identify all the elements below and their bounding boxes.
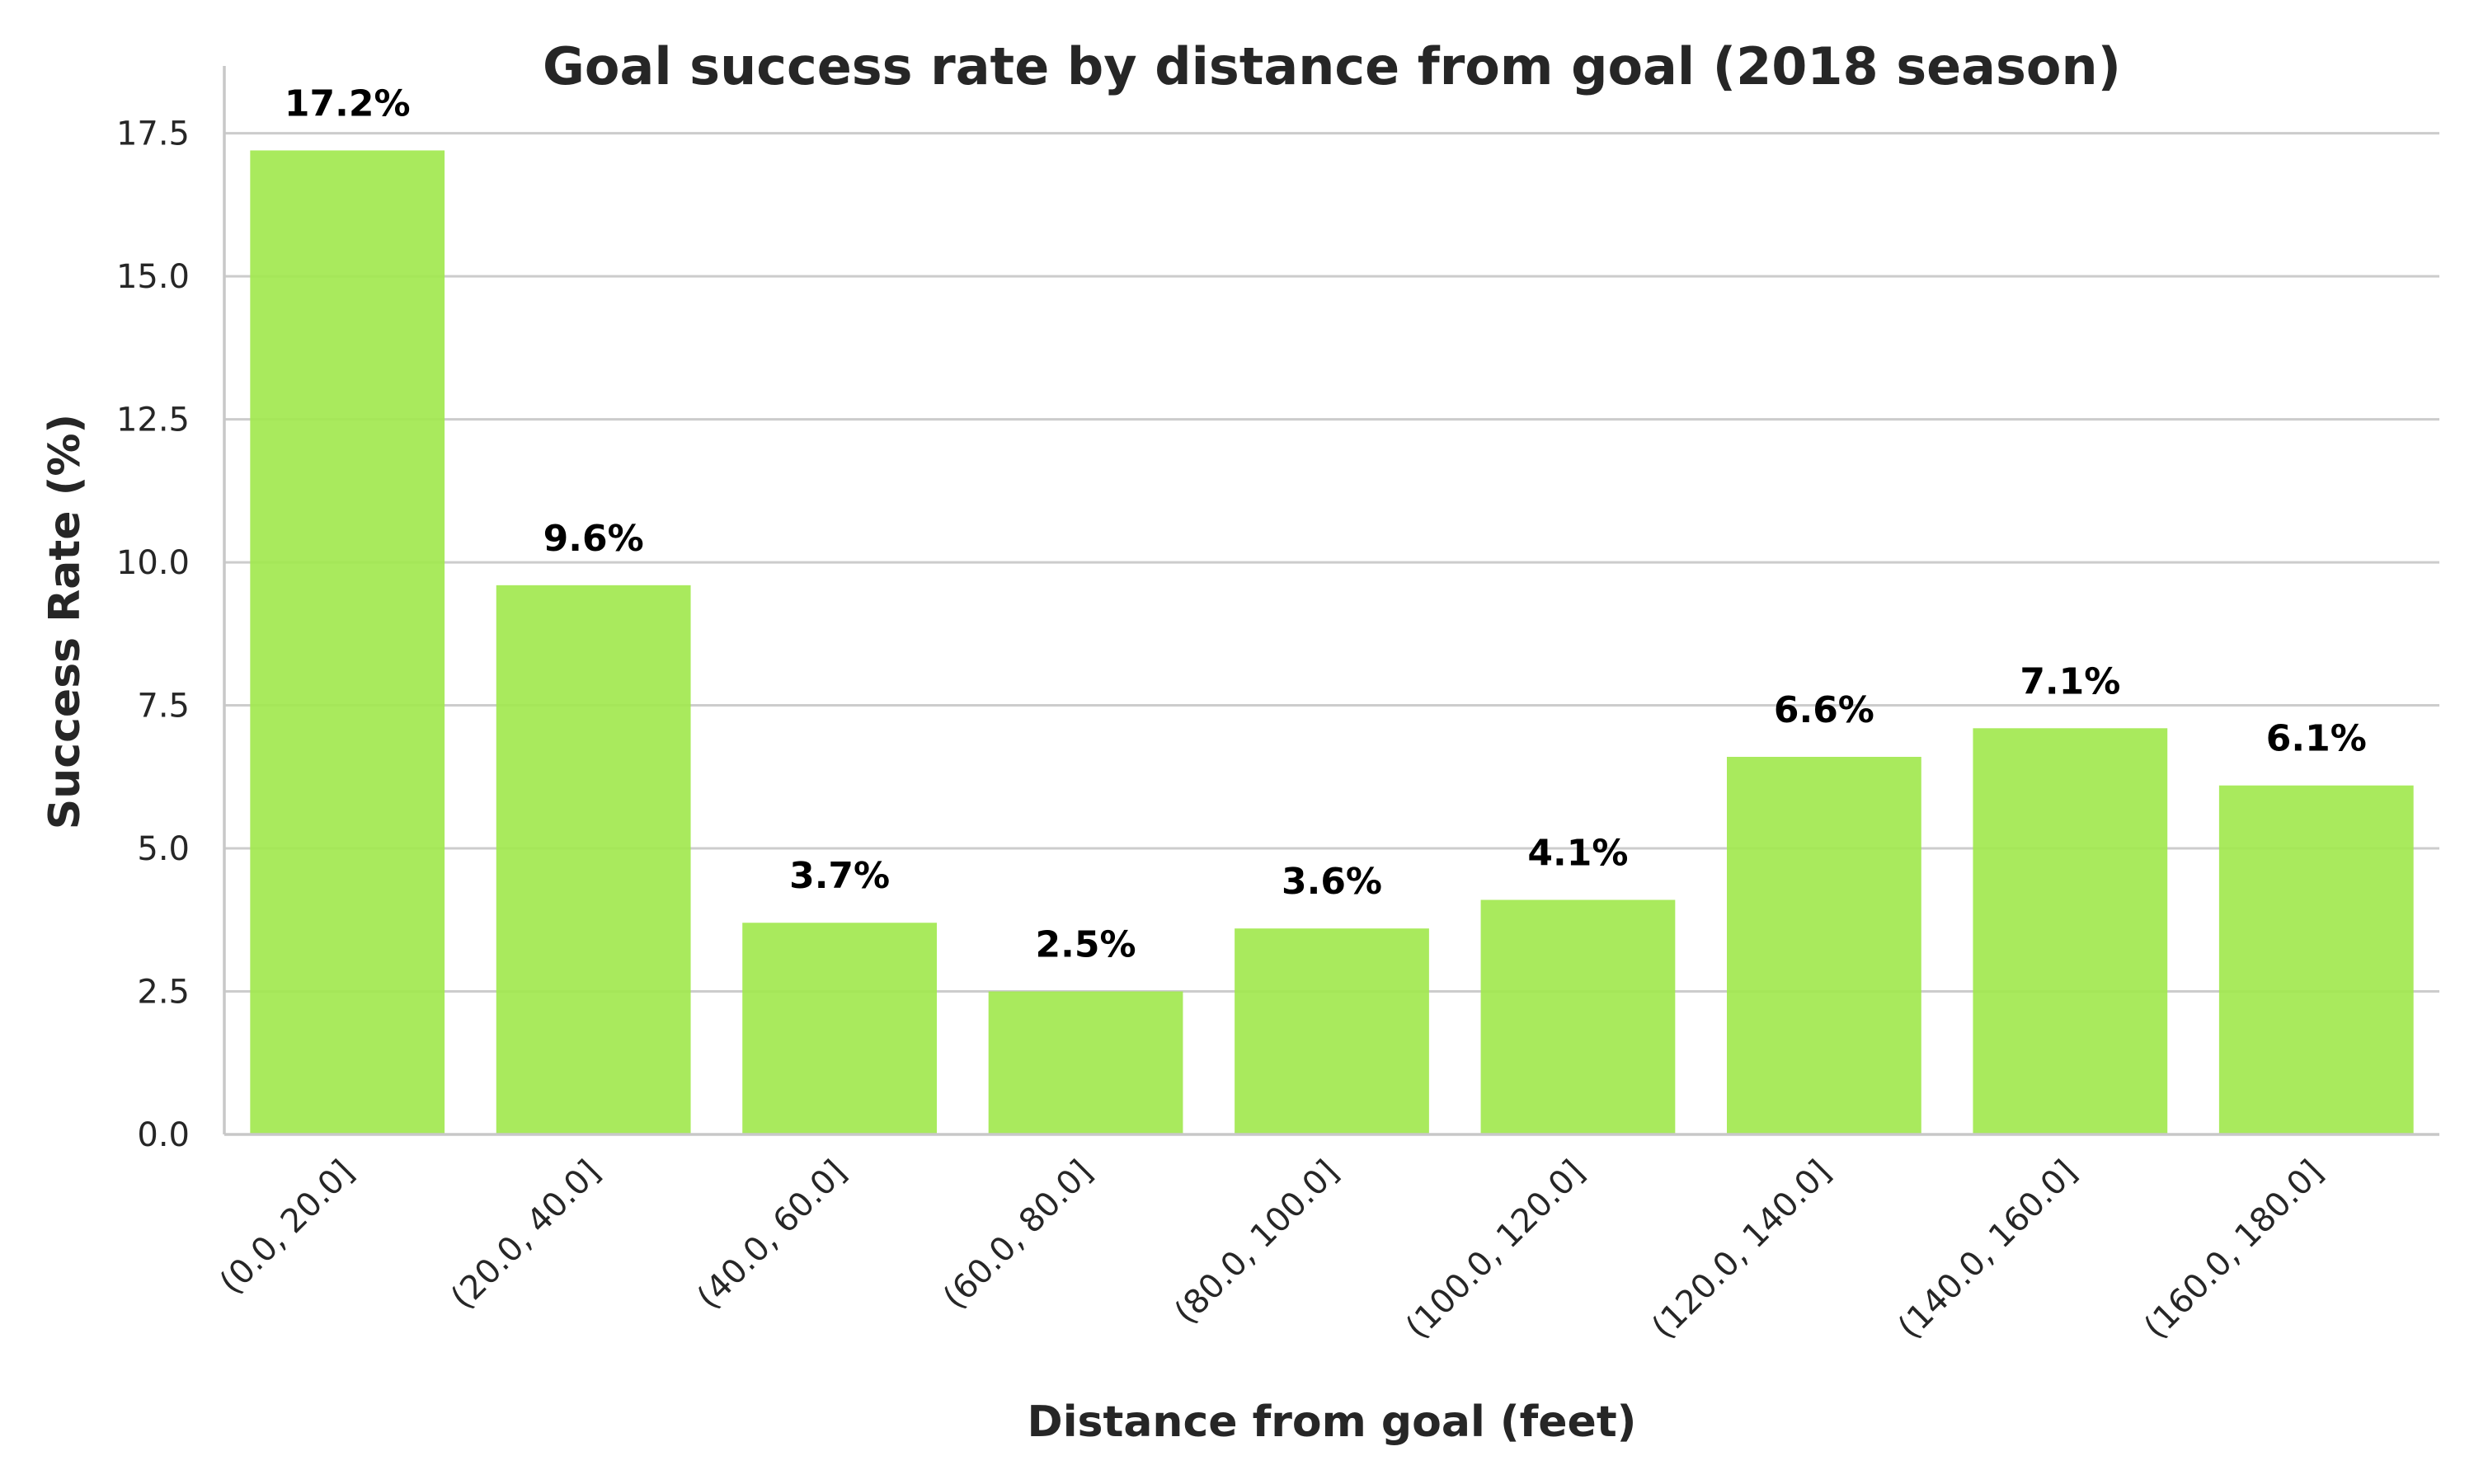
y-tick-label: 2.5 (137, 974, 190, 1012)
x-tick-label: (140.0, 160.0] (1891, 1153, 2085, 1347)
x-tick-label: (100.0, 120.0] (1399, 1153, 1592, 1347)
chart-title: Goal success rate by distance from goal … (543, 36, 2121, 96)
bar (988, 991, 1183, 1134)
x-tick-label: (160.0, 180.0] (2137, 1153, 2331, 1347)
y-tick-label: 12.5 (116, 402, 190, 439)
bar (1480, 899, 1676, 1134)
y-tick-label: 7.5 (137, 688, 190, 726)
bar (496, 585, 691, 1134)
data-labels: 17.2% 9.6% 3.7% 2.5% 3.6% 4.1% 6.6% 7.1% 6.1% (285, 82, 2367, 965)
x-tick-label: (0.0, 20.0] (213, 1153, 362, 1303)
bar-value-label: 6.1% (2266, 718, 2367, 760)
x-tick-label: (60.0, 80.0] (936, 1153, 1100, 1317)
bar (1973, 728, 2168, 1134)
bar-value-label: 6.6% (1774, 689, 1874, 731)
bar (250, 150, 445, 1135)
bar-value-label: 4.1% (1527, 832, 1628, 874)
bar (742, 923, 937, 1134)
x-tick-label: (80.0, 100.0] (1168, 1153, 1347, 1332)
y-tick-label: 0.0 (137, 1116, 190, 1154)
bar-value-label: 3.7% (789, 855, 890, 897)
bars (250, 150, 2414, 1135)
bar (2218, 785, 2414, 1134)
y-tick-label: 15.0 (116, 258, 190, 296)
bar (1235, 928, 1429, 1134)
bar-value-label: 2.5% (1036, 924, 1136, 966)
x-axis-label: Distance from goal (feet) (1028, 1397, 1637, 1447)
y-tick-label: 10.0 (116, 544, 190, 582)
bar (1727, 757, 1921, 1134)
bar-value-label: 9.6% (543, 518, 644, 560)
y-tick-label: 17.5 (116, 115, 190, 153)
bar-value-label: 7.1% (2020, 660, 2120, 702)
y-axis-label: Success Rate (%) (40, 414, 90, 829)
x-tick-label: (20.0, 40.0] (444, 1153, 608, 1317)
bar-value-label: 17.2% (285, 82, 411, 124)
bar-value-label: 3.6% (1282, 861, 1382, 903)
x-tick-label: (40.0, 60.0] (690, 1153, 854, 1317)
y-tick-label: 5.0 (137, 830, 190, 868)
x-tick-label: (120.0, 140.0] (1644, 1153, 1838, 1347)
